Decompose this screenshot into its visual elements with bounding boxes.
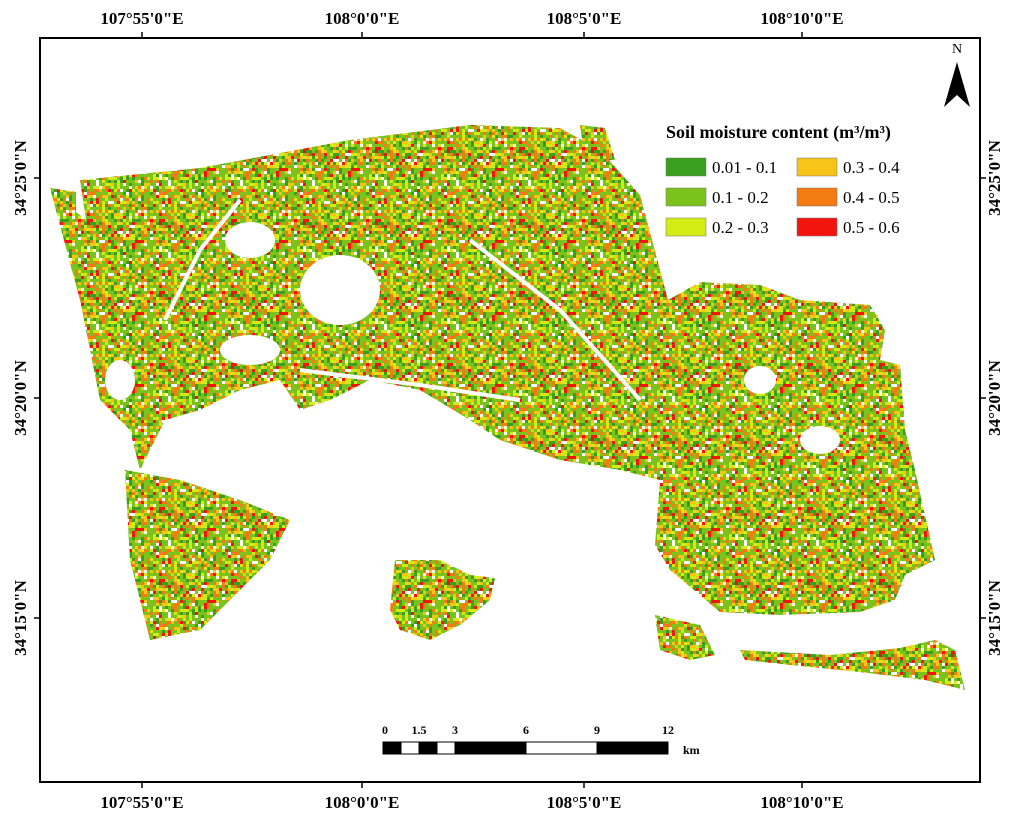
left-coord-label: 34°20'0"N [11,359,30,435]
north-label: N [952,42,962,57]
scale-label: 3 [452,723,458,737]
legend-swatch [666,188,706,206]
legend-label: 0.2 - 0.3 [712,218,769,237]
right-coord-label: 34°15'0"N [985,579,1004,655]
scale-label: 12 [662,723,674,737]
legend-swatch [797,158,837,176]
legend-swatch [666,218,706,236]
right-coord-label: 34°25'0"N [985,139,1004,215]
legend-swatch [666,158,706,176]
left-coord-label: 34°25'0"N [11,139,30,215]
legend-label: 0.5 - 0.6 [843,218,900,237]
scale-unit: km [683,743,700,757]
bottom-coord-label: 108°10'0"E [760,793,843,812]
legend-label: 0.01 - 0.1 [712,158,777,177]
scale-label: 1.5 [412,723,427,737]
legend-label: 0.4 - 0.5 [843,188,900,207]
top-coord-label: 107°55'0"E [100,9,183,28]
top-coord-label: 108°10'0"E [760,9,843,28]
right-coord-label: 34°20'0"N [985,359,1004,435]
legend-title: Soil moisture content (m³/m³) [666,122,891,143]
scale-label: 0 [382,723,388,737]
scale-label: 6 [523,723,529,737]
bottom-coord-label: 107°55'0"E [100,793,183,812]
legend-label: 0.3 - 0.4 [843,158,900,177]
left-coord-label: 34°15'0"N [11,579,30,655]
scale-bar [383,742,668,754]
bottom-coord-label: 108°5'0"E [547,793,622,812]
legend-swatch [797,188,837,206]
top-coord-label: 108°5'0"E [547,9,622,28]
top-coord-label: 108°0'0"E [325,9,400,28]
bottom-coord-label: 108°0'0"E [325,793,400,812]
map: 107°55'0"E 108°0'0"E 108°5'0"E 108°10'0"E 10… [0,0,1016,814]
scale-label: 9 [594,723,600,737]
legend-label: 0.1 - 0.2 [712,188,769,207]
legend-swatch [797,218,837,236]
